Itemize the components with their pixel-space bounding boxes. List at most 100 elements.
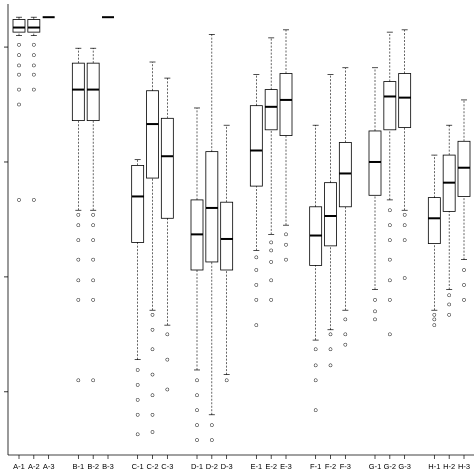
outlier — [31, 53, 36, 57]
box — [131, 165, 145, 243]
outlier — [387, 208, 392, 213]
outlier — [91, 238, 96, 242]
outlier — [17, 72, 21, 77]
outlier — [432, 317, 437, 322]
outlier — [76, 238, 81, 242]
outlier — [343, 342, 348, 347]
outlier — [76, 257, 81, 262]
box — [264, 89, 278, 131]
x-tick-label: E-2 — [265, 462, 277, 471]
outlier — [373, 309, 377, 314]
outlier — [269, 240, 274, 245]
outlier — [195, 393, 199, 398]
outlier — [150, 430, 155, 434]
outlier — [402, 238, 407, 242]
outlier — [402, 212, 407, 217]
x-tick-label: C-2 — [146, 462, 158, 471]
outlier — [462, 298, 466, 302]
outlier — [313, 347, 318, 352]
outlier — [135, 397, 140, 402]
outlier — [91, 223, 96, 228]
x-tick-label: A-2 — [28, 462, 40, 471]
outlier — [269, 260, 274, 264]
outlier — [269, 298, 274, 302]
outlier — [76, 298, 81, 302]
outlier — [447, 302, 452, 307]
box — [86, 62, 100, 122]
x-tick-label: H-3 — [458, 462, 470, 471]
outlier — [135, 412, 140, 417]
x-tick-label: H-2 — [443, 462, 455, 471]
box — [12, 19, 26, 33]
outlier — [313, 363, 318, 368]
outlier — [31, 72, 36, 77]
outlier — [254, 298, 259, 302]
outlier — [17, 42, 21, 47]
outlier — [91, 257, 96, 262]
x-tick-label: F-3 — [340, 462, 351, 471]
outlier — [76, 278, 81, 283]
outlier — [343, 317, 348, 322]
outlier — [135, 432, 140, 437]
outlier — [432, 312, 437, 317]
outlier — [31, 63, 36, 68]
x-tick-label: C-1 — [132, 462, 144, 471]
box — [398, 73, 412, 128]
outlier — [17, 87, 21, 92]
x-tick-label: G-1 — [369, 462, 382, 471]
outlier — [462, 268, 466, 272]
outlier — [165, 357, 170, 362]
outlier — [17, 102, 21, 107]
box — [457, 140, 471, 197]
outlier — [150, 312, 155, 317]
outlier — [254, 283, 259, 287]
outlier — [195, 378, 199, 383]
outlier — [387, 257, 392, 262]
outlier — [462, 283, 466, 287]
outlier — [91, 212, 96, 217]
x-tick-label: E-3 — [280, 462, 292, 471]
outlier — [224, 378, 229, 383]
x-tick-label: A-3 — [43, 462, 55, 471]
outlier — [17, 63, 21, 68]
box — [427, 197, 441, 244]
outlier — [31, 42, 36, 47]
outlier — [402, 223, 407, 228]
outlier — [387, 298, 392, 302]
outlier — [373, 298, 377, 302]
x-tick-label: F-2 — [325, 462, 336, 471]
outlier — [76, 223, 81, 228]
x-tick-label: A-1 — [13, 462, 25, 471]
outlier — [76, 378, 81, 383]
outlier — [135, 368, 140, 372]
outlier — [254, 323, 259, 328]
outlier — [209, 438, 214, 442]
outlier — [284, 232, 288, 237]
outlier — [254, 255, 259, 260]
box — [249, 105, 263, 187]
x-tick-label: D-1 — [191, 462, 203, 471]
box — [27, 19, 41, 33]
box — [220, 201, 234, 271]
outlier — [284, 257, 288, 262]
outlier — [76, 212, 81, 217]
outlier — [31, 87, 36, 92]
outlier — [165, 332, 170, 337]
box — [205, 151, 219, 263]
box — [324, 182, 337, 247]
x-tick-label: C-3 — [161, 462, 173, 471]
outlier — [387, 238, 392, 242]
box — [279, 73, 293, 136]
outlier — [328, 332, 333, 337]
outlier — [150, 347, 155, 352]
x-tick-label: H-1 — [428, 462, 440, 471]
outlier — [447, 312, 452, 317]
outlier — [17, 198, 21, 202]
outlier — [387, 223, 392, 228]
x-tick-label: F-1 — [310, 462, 321, 471]
outlier — [91, 278, 96, 283]
outlier — [313, 408, 318, 413]
outlier — [254, 268, 259, 272]
outlier — [150, 393, 155, 398]
